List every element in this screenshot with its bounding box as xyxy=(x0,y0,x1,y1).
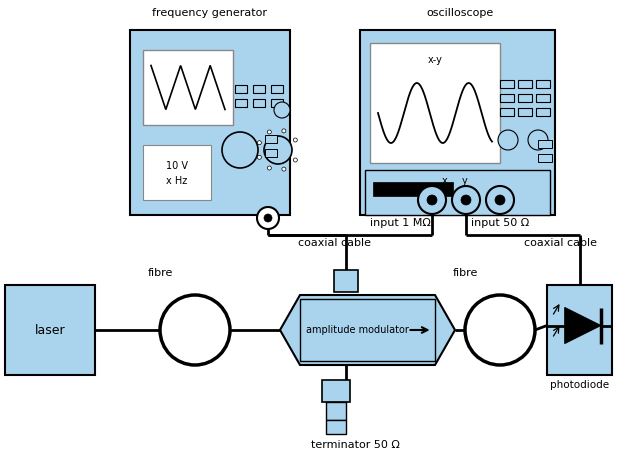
Circle shape xyxy=(282,167,286,171)
Circle shape xyxy=(267,166,272,170)
Circle shape xyxy=(495,195,505,205)
Text: amplitude modulator: amplitude modulator xyxy=(306,325,409,335)
Text: coaxial cable: coaxial cable xyxy=(523,238,596,248)
Text: y: y xyxy=(462,176,467,186)
Text: oscilloscope: oscilloscope xyxy=(427,8,494,18)
Circle shape xyxy=(257,207,279,229)
Polygon shape xyxy=(280,295,455,365)
Bar xyxy=(518,94,532,102)
Bar xyxy=(518,108,532,116)
Bar xyxy=(500,108,514,116)
Bar xyxy=(322,380,350,402)
Text: input 50 Ω: input 50 Ω xyxy=(471,218,529,228)
Circle shape xyxy=(257,155,262,159)
Bar xyxy=(370,43,500,163)
Text: photodiode: photodiode xyxy=(550,380,609,390)
Bar xyxy=(536,94,550,102)
Bar xyxy=(547,285,612,375)
Circle shape xyxy=(528,130,548,150)
Bar xyxy=(326,420,346,434)
Circle shape xyxy=(274,102,290,118)
Circle shape xyxy=(257,141,262,145)
Circle shape xyxy=(264,214,272,222)
Bar xyxy=(500,94,514,102)
Text: x: x xyxy=(441,176,447,186)
Text: input 1 MΩ: input 1 MΩ xyxy=(370,218,430,228)
Text: 10 V: 10 V xyxy=(166,161,188,171)
Bar xyxy=(235,85,247,93)
Text: x-y: x-y xyxy=(428,55,443,65)
Text: fibre: fibre xyxy=(148,268,173,278)
Bar xyxy=(271,99,283,107)
Bar xyxy=(360,30,555,215)
Circle shape xyxy=(293,158,298,162)
Bar xyxy=(538,140,552,148)
Bar xyxy=(500,80,514,88)
Circle shape xyxy=(461,195,471,205)
Bar xyxy=(518,80,532,88)
Circle shape xyxy=(452,186,480,214)
Polygon shape xyxy=(565,307,601,344)
Bar xyxy=(5,285,95,375)
Bar xyxy=(143,145,211,200)
Text: laser: laser xyxy=(35,324,65,337)
Bar xyxy=(265,149,277,157)
Bar xyxy=(271,85,283,93)
Circle shape xyxy=(222,132,258,168)
Circle shape xyxy=(486,186,514,214)
Bar xyxy=(265,135,277,143)
Bar xyxy=(326,402,346,420)
Bar xyxy=(235,99,247,107)
Circle shape xyxy=(282,129,286,133)
Text: terminator 50 Ω: terminator 50 Ω xyxy=(311,440,399,450)
Bar xyxy=(334,270,358,292)
Bar xyxy=(538,154,552,162)
Text: coaxial cable: coaxial cable xyxy=(298,238,371,248)
Bar xyxy=(373,182,453,196)
Circle shape xyxy=(293,138,298,142)
Bar xyxy=(130,30,290,215)
Bar xyxy=(365,170,550,215)
Circle shape xyxy=(264,136,292,164)
Text: frequency generator: frequency generator xyxy=(153,8,267,18)
Circle shape xyxy=(427,195,437,205)
Circle shape xyxy=(498,130,518,150)
Circle shape xyxy=(418,186,446,214)
Bar xyxy=(143,50,233,125)
Bar xyxy=(536,80,550,88)
Bar xyxy=(536,108,550,116)
Bar xyxy=(300,299,435,361)
Bar xyxy=(253,99,265,107)
Text: fibre: fibre xyxy=(453,268,477,278)
Circle shape xyxy=(267,130,272,134)
Text: x Hz: x Hz xyxy=(166,176,188,186)
Bar xyxy=(253,85,265,93)
